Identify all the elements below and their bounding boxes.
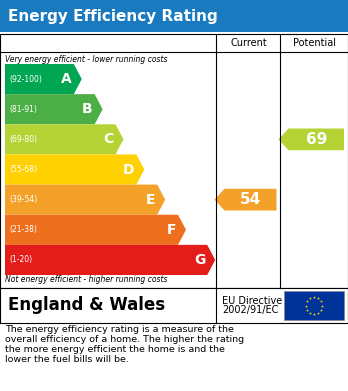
- Text: 54: 54: [240, 192, 261, 207]
- Text: 69: 69: [306, 132, 327, 147]
- Text: (92-100): (92-100): [9, 75, 42, 84]
- Text: C: C: [103, 133, 113, 146]
- Text: (69-80): (69-80): [9, 135, 37, 144]
- Text: Potential: Potential: [293, 38, 336, 48]
- Bar: [284, 291, 344, 320]
- Polygon shape: [5, 124, 124, 154]
- Text: (81-91): (81-91): [9, 105, 37, 114]
- Text: E: E: [146, 193, 155, 206]
- Text: the more energy efficient the home is and the: the more energy efficient the home is an…: [5, 345, 225, 354]
- Polygon shape: [5, 94, 103, 124]
- Polygon shape: [5, 154, 144, 185]
- Text: overall efficiency of a home. The higher the rating: overall efficiency of a home. The higher…: [5, 335, 244, 344]
- Text: A: A: [61, 72, 72, 86]
- Polygon shape: [5, 215, 186, 245]
- Text: B: B: [82, 102, 93, 116]
- Text: G: G: [194, 253, 205, 267]
- Text: England & Wales: England & Wales: [8, 296, 165, 314]
- Polygon shape: [5, 245, 215, 275]
- Text: EU Directive: EU Directive: [222, 296, 283, 305]
- Text: Current: Current: [230, 38, 267, 48]
- Text: (55-68): (55-68): [9, 165, 37, 174]
- Bar: [0, 0, 348, 32]
- Polygon shape: [5, 64, 82, 94]
- Text: lower the fuel bills will be.: lower the fuel bills will be.: [5, 355, 129, 364]
- Text: Not energy efficient - higher running costs: Not energy efficient - higher running co…: [5, 276, 167, 285]
- Polygon shape: [5, 185, 165, 215]
- Text: (1-20): (1-20): [9, 255, 32, 264]
- Text: 2002/91/EC: 2002/91/EC: [222, 305, 279, 316]
- Bar: [0, 34, 348, 288]
- Text: (39-54): (39-54): [9, 195, 37, 204]
- Text: Energy Efficiency Rating: Energy Efficiency Rating: [8, 9, 218, 23]
- Text: The energy efficiency rating is a measure of the: The energy efficiency rating is a measur…: [5, 325, 234, 334]
- Text: (21-38): (21-38): [9, 225, 37, 234]
- Polygon shape: [278, 129, 344, 150]
- Text: F: F: [167, 223, 176, 237]
- Text: Very energy efficient - lower running costs: Very energy efficient - lower running co…: [5, 54, 167, 63]
- Text: D: D: [123, 163, 134, 176]
- Bar: [0, 288, 348, 323]
- Polygon shape: [214, 189, 277, 210]
